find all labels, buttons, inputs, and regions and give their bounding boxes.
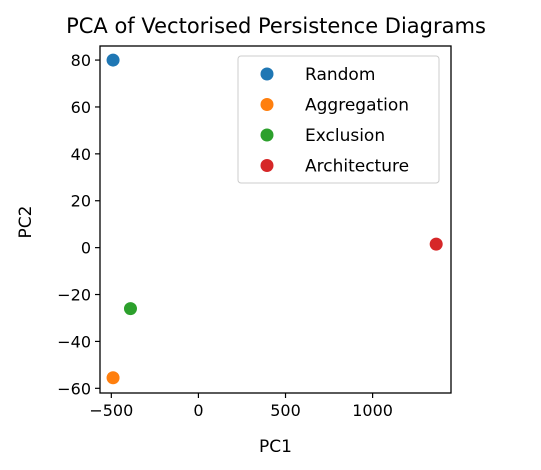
y-tick-label: 20 [71,192,91,211]
data-point-aggregation [106,371,120,385]
y-tick-label: 80 [71,51,91,70]
x-tick-label: 1000 [352,401,393,420]
y-tick-label: 0 [81,239,91,258]
legend-marker-exclusion [260,128,274,142]
legend: Random Aggregation Exclusion Architecture [237,55,440,184]
y-axis-label: PC2 [16,206,36,239]
data-points [106,53,443,385]
y-tick-label: −60 [57,379,91,398]
data-point-random [106,53,120,67]
y-tick-label: 60 [71,98,91,117]
x-tick-label: −500 [89,401,133,420]
legend-label-random: Random [305,65,375,85]
legend-marker-random [260,67,274,81]
data-point-architecture [429,237,443,251]
x-tick-label: 500 [270,401,301,420]
plot-frame [99,45,452,394]
chart-title: PCA of Vectorised Persistence Diagrams [66,14,486,38]
legend-label-exclusion: Exclusion [305,126,385,146]
legend-label-architecture: Architecture [305,157,409,177]
x-tick-label: 0 [193,401,203,420]
y-tick-label: −20 [57,286,91,305]
legend-label-aggregation: Aggregation [305,96,409,116]
y-tick-label: 40 [71,145,91,164]
axis-ticks: −500 0 500 1000 −60 −40 −20 0 20 40 60 80 [57,51,393,420]
legend-frame [237,55,440,184]
legend-marker-aggregation [260,98,274,111]
y-tick-label: −40 [57,332,91,351]
legend-marker-architecture [260,159,274,172]
data-point-exclusion [123,302,137,316]
x-axis-label: PC1 [259,437,292,457]
